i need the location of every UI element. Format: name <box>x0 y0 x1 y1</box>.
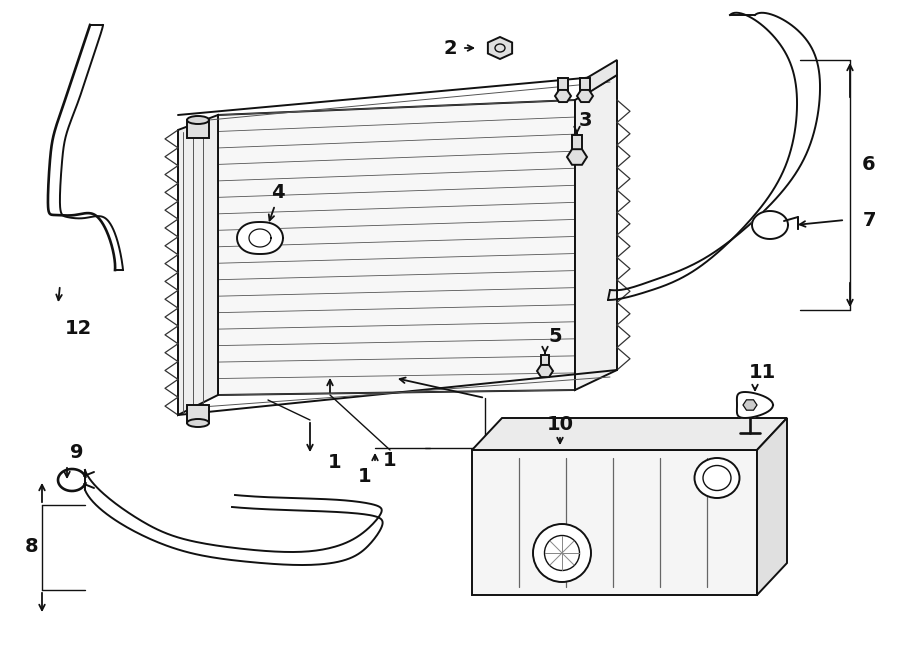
Ellipse shape <box>533 524 591 582</box>
Polygon shape <box>575 75 617 390</box>
Polygon shape <box>472 418 787 450</box>
Polygon shape <box>752 211 788 239</box>
Text: 3: 3 <box>578 110 592 130</box>
Polygon shape <box>743 400 757 410</box>
Text: 1: 1 <box>358 467 372 485</box>
Polygon shape <box>757 418 787 595</box>
Polygon shape <box>237 222 283 254</box>
Text: 9: 9 <box>70 442 84 461</box>
Polygon shape <box>187 120 209 138</box>
Polygon shape <box>537 365 553 377</box>
Polygon shape <box>577 90 593 102</box>
Polygon shape <box>572 135 582 157</box>
Polygon shape <box>218 100 575 395</box>
Text: 1: 1 <box>328 453 342 471</box>
Text: 8: 8 <box>25 537 39 557</box>
Text: 5: 5 <box>548 327 562 346</box>
Text: 7: 7 <box>862 210 876 229</box>
Polygon shape <box>567 149 587 165</box>
Text: 12: 12 <box>65 319 92 338</box>
Ellipse shape <box>187 419 209 427</box>
Polygon shape <box>178 115 218 415</box>
Polygon shape <box>541 355 549 371</box>
Polygon shape <box>187 405 209 423</box>
Polygon shape <box>558 78 568 96</box>
Polygon shape <box>555 90 571 102</box>
Text: 2: 2 <box>443 38 457 58</box>
Ellipse shape <box>695 458 740 498</box>
Text: 1: 1 <box>383 451 397 469</box>
Text: 4: 4 <box>271 184 284 202</box>
Text: 11: 11 <box>749 364 776 383</box>
Text: 6: 6 <box>862 155 876 175</box>
Polygon shape <box>580 60 617 98</box>
Polygon shape <box>488 37 512 59</box>
Polygon shape <box>472 450 757 595</box>
Polygon shape <box>580 78 590 96</box>
Ellipse shape <box>187 116 209 124</box>
Polygon shape <box>737 392 773 418</box>
Text: 10: 10 <box>546 414 573 434</box>
